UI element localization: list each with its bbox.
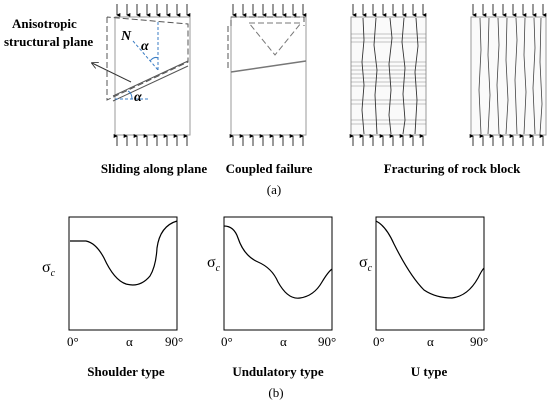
x-tick-right: 90° [165, 334, 183, 349]
rock-specimen [114, 16, 191, 136]
x-tick-mid: α [280, 334, 287, 349]
structural-plane-annotation: Anisotropic structural plane [4, 16, 132, 83]
strength-curve [375, 220, 485, 299]
top-load-arrows [116, 4, 191, 17]
x-tick-left: 0° [67, 334, 79, 349]
annotation-line-2: structural plane [4, 34, 93, 49]
x-tick-left: 0° [221, 334, 233, 349]
dashed-block-outline [230, 16, 305, 26]
annotation-arrow [92, 63, 132, 83]
normal-symbol: N [120, 29, 132, 44]
strength-curve [70, 220, 178, 286]
top-load-arrows [352, 4, 427, 17]
plot-frame [68, 216, 178, 331]
bottom-load-arrows [229, 134, 304, 146]
normal-line [132, 40, 159, 71]
shear-plane [230, 60, 307, 73]
angle-arc-top [149, 56, 159, 62]
plot-caption: U type [411, 364, 448, 379]
plot-caption: Shoulder type [87, 364, 165, 379]
x-tick-right: 90° [318, 334, 336, 349]
rock-specimen [230, 16, 307, 136]
plot-u-type: σc 0° α 90° U type [359, 216, 488, 379]
vertical-fractures [361, 17, 419, 135]
annotation-line-1: Anisotropic [12, 16, 77, 31]
panel-fracturing-vertical [469, 4, 547, 146]
structural-plane [112, 65, 189, 102]
caption-coupled: Coupled failure [226, 161, 313, 176]
angle-symbol-bottom: α [134, 90, 142, 105]
x-tick-left: 0° [373, 334, 385, 349]
x-tick-mid: α [126, 334, 133, 349]
top-load-arrows [472, 4, 547, 17]
y-axis-label: σc [42, 259, 56, 279]
bottom-load-arrows [469, 134, 544, 146]
plot-frame [375, 216, 485, 331]
part-a-label: (a) [267, 182, 281, 197]
bottom-load-arrows [349, 134, 424, 146]
plot-undulatory-type: σc 0° α 90° Undulatory type [207, 216, 336, 379]
panel-fracturing-layered [349, 4, 427, 146]
vertical-bedding-fractures [478, 17, 543, 135]
wedge-failure-triangle [247, 22, 303, 56]
panel-coupled-failure [227, 4, 307, 146]
structural-plane-upper-edge [112, 60, 189, 97]
angle-symbol-top: α [141, 39, 149, 54]
plot-caption: Undulatory type [232, 364, 324, 379]
caption-fracturing: Fracturing of rock block [384, 161, 521, 176]
x-tick-mid: α [427, 334, 434, 349]
panel-sliding-along-plane: N α α [106, 4, 191, 146]
bottom-load-arrows [113, 134, 188, 146]
y-axis-label: σc [207, 254, 221, 274]
y-axis-label: σc [359, 254, 373, 274]
top-load-arrows [232, 4, 307, 17]
displaced-block-outline [106, 16, 189, 101]
angle-arc-bottom [127, 90, 133, 100]
plot-frame [223, 216, 333, 331]
caption-sliding: Sliding along plane [101, 161, 207, 176]
strength-curve [223, 225, 333, 299]
x-tick-right: 90° [470, 334, 488, 349]
part-b-label: (b) [268, 385, 283, 400]
plot-shoulder-type: σc 0° α 90° Shoulder type [42, 216, 183, 379]
